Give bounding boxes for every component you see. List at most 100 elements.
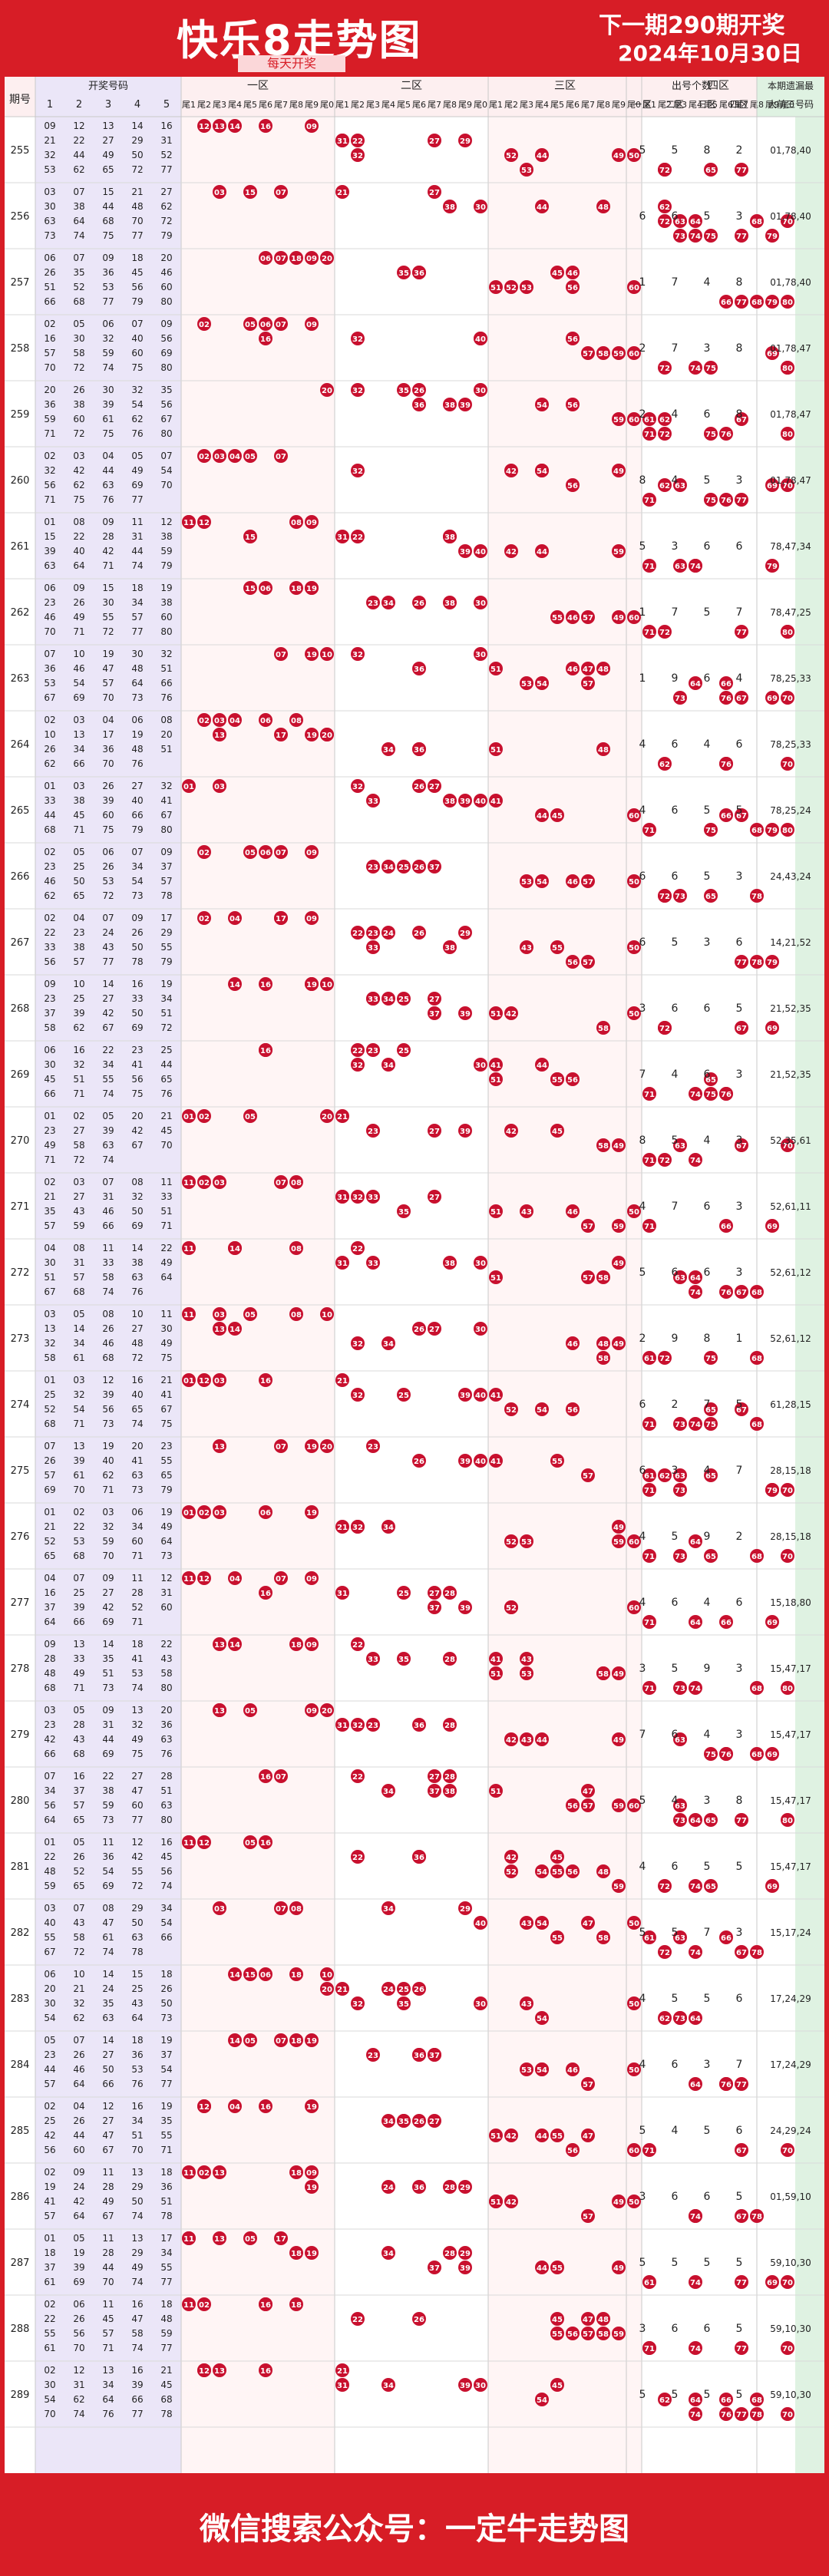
drawn-ball-label: 19: [306, 2103, 317, 2112]
drawn-ball: [704, 823, 718, 837]
draw-number: 32: [131, 1191, 143, 1202]
draw-number: 44: [73, 150, 84, 160]
zone-count: 5: [704, 606, 711, 619]
drawn-ball-label: 43: [521, 1736, 532, 1745]
miss-value: 52,61,11: [770, 1201, 811, 1212]
draw-number: 13: [73, 1639, 84, 1650]
zone-count: 7: [639, 1729, 646, 1741]
drawn-ball: [428, 860, 441, 874]
draw-header: 开奖号码: [88, 81, 128, 92]
drawn-ball-label: 18: [291, 255, 302, 263]
draw-number: 46: [102, 1338, 114, 1349]
drawn-ball-label: 76: [721, 761, 732, 769]
tail-header: 尾9: [305, 100, 319, 110]
draw-number: 47: [131, 1785, 143, 1796]
draw-number: 32: [44, 1338, 55, 1349]
drawn-ball-label: 62: [659, 761, 670, 769]
drawn-ball-label: 47: [583, 1920, 593, 1928]
draw-number: 70: [44, 2409, 55, 2419]
draw-number: 57: [44, 348, 55, 358]
drawn-ball-label: 31: [337, 2382, 348, 2390]
drawn-ball-label: 73: [675, 233, 685, 241]
drawn-ball: [642, 493, 656, 507]
draw-number: 76: [131, 428, 143, 439]
drawn-ball: [182, 515, 196, 529]
draw-number: 67: [102, 2145, 114, 2155]
drawn-ball-label: 02: [199, 2169, 210, 2178]
draw-number: 69: [131, 1220, 143, 1231]
zone-count: 5: [704, 1861, 711, 1873]
drawn-ball-label: 79: [767, 959, 778, 967]
drawn-ball: [689, 361, 702, 375]
draw-number: 62: [73, 1022, 84, 1033]
drawn-ball-label: 43: [521, 2000, 532, 2009]
drawn-ball-label: 49: [613, 1670, 624, 1679]
draw-number: 43: [73, 1917, 84, 1928]
drawn-ball: [381, 926, 395, 940]
draw-number: 66: [44, 1749, 55, 1759]
drawn-ball-label: 71: [644, 1685, 655, 1693]
draw-number: 58: [131, 2328, 143, 2339]
drawn-ball-label: 14: [230, 1326, 240, 1334]
drawn-ball-label: 02: [199, 1509, 210, 1518]
draw-number: 39: [102, 1389, 114, 1400]
draw-number: 18: [131, 253, 143, 263]
drawn-ball-label: 66: [721, 2396, 732, 2405]
drawn-ball: [289, 713, 303, 727]
draw-number: 55: [44, 2328, 55, 2339]
draw-number: 74: [102, 1088, 114, 1099]
zone-count: 5: [704, 210, 711, 223]
draw-number: 51: [44, 1272, 55, 1283]
drawn-ball-label: 76: [721, 497, 732, 505]
drawn-ball: [689, 676, 702, 690]
drawn-ball-label: 57: [583, 680, 593, 689]
draw-number: 38: [73, 795, 84, 806]
draw-number: 22: [44, 2313, 55, 2324]
zone-count: 5: [639, 1267, 646, 1279]
draw-number: 23: [44, 861, 55, 872]
drawn-ball-label: 12: [199, 123, 210, 131]
drawn-ball-label: 39: [460, 2382, 471, 2390]
draw-number: 67: [44, 1947, 55, 1957]
drawn-ball-label: 13: [214, 732, 225, 740]
draw-number: 39: [73, 2262, 84, 2273]
draw-number: 43: [102, 942, 114, 953]
drawn-ball-label: 70: [782, 761, 793, 769]
drawn-ball-label: 12: [199, 1839, 210, 1848]
drawn-ball: [443, 940, 457, 954]
zone-count: 7: [736, 1465, 743, 1477]
draw-number: 76: [102, 2409, 114, 2419]
drawn-ball-label: 04: [230, 2103, 240, 2112]
zone-count: 4: [672, 474, 679, 487]
zone-header: 一区: [247, 80, 269, 92]
drawn-ball-label: 77: [736, 629, 747, 637]
draw-number: 20: [160, 729, 172, 740]
draw-number: 25: [131, 1983, 143, 1994]
drawn-ball-label: 40: [475, 1458, 486, 1466]
draw-number: 72: [131, 1881, 143, 1891]
draw-number: 46: [73, 663, 84, 674]
draw-number: 75: [131, 1088, 143, 1099]
draw-number: 26: [73, 2313, 84, 2324]
drawn-ball: [550, 808, 564, 822]
drawn-ball: [719, 676, 733, 690]
draw-number: 31: [73, 1257, 84, 1268]
drawn-ball: [581, 955, 595, 969]
draw-number: 10: [73, 1969, 84, 1980]
drawn-ball-label: 53: [521, 167, 532, 175]
draw-number: 02: [44, 913, 55, 923]
draw-number: 25: [73, 993, 84, 1004]
drawn-ball: [274, 185, 288, 199]
draw-number: 80: [160, 626, 172, 637]
drawn-ball: [366, 926, 380, 940]
draw-number: 05: [73, 847, 84, 857]
drawn-ball: [642, 427, 656, 441]
drawn-ball: [274, 449, 288, 463]
drawn-ball-label: 19: [306, 2037, 317, 2046]
drawn-ball: [305, 581, 319, 595]
drawn-ball: [458, 926, 472, 940]
drawn-ball-label: 62: [659, 416, 670, 424]
drawn-ball-label: 57: [583, 878, 593, 887]
issue-number: 265: [11, 805, 30, 817]
drawn-ball-label: 46: [567, 665, 578, 674]
